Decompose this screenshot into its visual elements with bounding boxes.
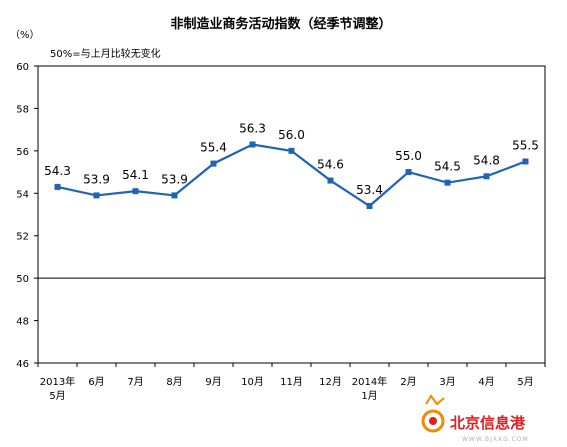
data-label: 55.4 [200,141,227,155]
logo-spark [425,394,445,406]
data-markers [54,141,529,210]
x-tick-label: 2013年 5月 [40,375,75,402]
watermark-sub: WWW.BJXXG.COM [462,436,529,443]
data-label: 54.8 [473,153,500,167]
watermark-logo: 北京信息港 WWW.BJXXG.COM [421,394,529,443]
data-label: 56.3 [239,121,266,135]
y-tick-label: 48 [16,317,29,328]
x-tick-label: 5月 [517,376,533,388]
x-tick-label: 7月 [127,376,143,388]
data-point [288,147,295,154]
data-label: 53.4 [356,183,383,197]
y-tick-label: 56 [16,147,29,158]
x-tick-label: 2014年 1月 [352,375,387,402]
unit-label: （%） [10,29,40,41]
x-tick-label: 12月 [319,376,342,388]
x-tick-label: 6月 [88,376,104,388]
data-label: 53.9 [161,172,188,186]
data-label: 55.0 [395,149,422,163]
data-point [444,179,451,186]
logo-icon [421,409,445,433]
y-tick-label: 52 [16,232,29,243]
x-axis: 2013年 5月 6月 7月 8月 9月 10月 11月 12月 2014年 1月 2月 3月 4月 5月 [37,363,546,402]
chart-title: 非制造业商务活动指数（经季节调整） [170,16,391,32]
data-point [210,160,217,167]
y-tick-label: 58 [16,104,29,115]
data-point [54,183,61,190]
y-tick-label: 50 [16,274,29,285]
x-tick-label: 10月 [241,376,264,388]
data-point [171,192,178,199]
data-label: 54.5 [434,160,461,174]
plot-frame [37,65,546,364]
x-tick-label: 3月 [439,376,455,388]
data-point [132,188,139,195]
data-label: 56.0 [278,128,305,142]
y-axis: 46 48 50 52 54 56 58 60 [16,62,38,370]
x-tick-label: 11月 [280,376,303,388]
logo-dot [429,417,437,425]
y-tick-label: 60 [16,62,29,73]
data-point [93,192,100,199]
y-tick-label: 46 [16,359,29,370]
data-label: 53.9 [83,172,110,186]
x-tick-label: 8月 [166,376,182,388]
data-point [405,169,412,176]
data-point [249,141,256,148]
data-labels: 54.3 53.9 54.1 53.9 55.4 56.3 56.0 54.6 53.4 55.0… [44,121,539,197]
x-tick-label: 9月 [205,376,221,388]
data-label: 55.5 [512,138,539,152]
watermark-text: 北京信息港 [450,414,526,432]
reference-note: 50%=与上月比较无变化 [50,47,161,60]
data-label: 54.1 [122,168,149,182]
data-point [366,203,373,210]
x-tick-label: 2月 [400,376,416,388]
data-point [483,173,490,180]
x-tick-label: 4月 [478,376,494,388]
data-label: 54.6 [317,158,344,172]
data-point [327,177,334,184]
y-tick-label: 54 [16,189,29,200]
data-label: 54.3 [44,164,71,178]
data-point [522,158,529,165]
